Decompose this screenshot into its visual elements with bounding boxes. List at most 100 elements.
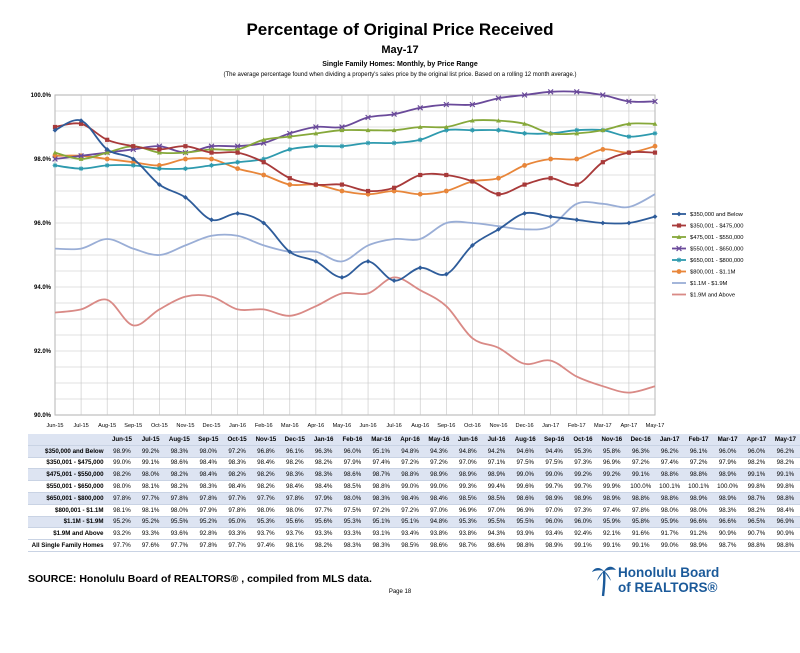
table-cell: 98.4% xyxy=(251,457,281,470)
table-column-header: Nov-15 xyxy=(251,434,281,446)
table-cell: 95.5% xyxy=(164,516,194,529)
data-point xyxy=(574,182,579,187)
data-point xyxy=(183,195,188,200)
table-cell: 98.3% xyxy=(193,480,223,493)
data-point xyxy=(522,182,527,187)
table-cell: 98.3% xyxy=(280,468,310,482)
data-point xyxy=(652,150,658,155)
table-column-header: Aug-15 xyxy=(164,434,194,446)
table-cell: 97.0% xyxy=(482,504,511,517)
table-cell: 100.1% xyxy=(684,480,714,493)
table-cell: 98.1% xyxy=(136,504,165,517)
table-cell: 95.9% xyxy=(655,516,685,529)
data-point xyxy=(183,150,188,155)
table-cell: 95.8% xyxy=(597,445,627,458)
table-cell: 98.1% xyxy=(280,539,310,552)
table-cell: 96.2% xyxy=(655,445,685,458)
table-row-label: $475,001 - $550,000 xyxy=(28,468,108,482)
table-cell: 93.3% xyxy=(338,527,367,541)
data-point xyxy=(600,220,606,226)
table-cell: 98.9% xyxy=(107,445,137,458)
table-cell: 90.9% xyxy=(713,527,743,541)
x-tick-label: Jun-16 xyxy=(359,423,376,429)
table-column-header: Aug-16 xyxy=(510,434,540,446)
data-point xyxy=(339,275,345,280)
table-cell: 97.1% xyxy=(482,457,511,470)
table-cell: 98.0% xyxy=(193,445,223,458)
table-cell: 94.8% xyxy=(453,445,483,458)
table-cell: 98.4% xyxy=(395,492,425,505)
data-point xyxy=(391,127,397,133)
table-cell: 95.5% xyxy=(482,516,511,529)
table-cell: 98.9% xyxy=(568,492,598,505)
table-row-label: $1.1M - $1.9M xyxy=(28,516,108,529)
table-cell: 98.4% xyxy=(309,480,339,493)
x-tick-label: Mar-16 xyxy=(281,423,299,429)
table-column-header: Jul-15 xyxy=(136,434,165,446)
table-column-header: Dec-15 xyxy=(280,434,310,446)
legend-marker xyxy=(676,211,682,217)
data-point xyxy=(78,156,84,161)
table-cell: 98.0% xyxy=(684,504,714,517)
data-point xyxy=(600,160,605,165)
table-cell: 98.9% xyxy=(424,468,454,482)
table-cell: 93.3% xyxy=(136,527,165,541)
data-point xyxy=(52,124,58,130)
data-point xyxy=(417,191,423,197)
table-cell: 91.7% xyxy=(655,527,685,541)
table-cell: 99.0% xyxy=(539,468,569,482)
table-cell: 98.0% xyxy=(655,504,685,517)
table-row: $550,001 - $650,000 98.0% 98.1% 98.2% 98.3% 9… xyxy=(28,480,800,493)
data-point xyxy=(287,176,292,181)
table-cell: 95.3% xyxy=(453,516,483,529)
table-cell: 97.8% xyxy=(164,492,194,505)
table-cell: 97.7% xyxy=(309,504,339,517)
table-cell: 96.6% xyxy=(684,516,714,529)
table-cell: 94.4% xyxy=(539,445,569,458)
x-tick-label: Feb-17 xyxy=(568,423,586,429)
table-cell: 99.0% xyxy=(655,539,685,552)
table-column-header: Jan-16 xyxy=(309,434,339,446)
x-tick-label: Jun-15 xyxy=(46,423,63,429)
data-point xyxy=(235,159,241,165)
table-cell: 97.8% xyxy=(626,504,656,517)
table-column-header: Apr-17 xyxy=(742,434,771,446)
table-row-label: All Single Family Homes xyxy=(28,539,108,552)
table-cell: 97.7% xyxy=(222,539,252,552)
data-point xyxy=(496,192,501,197)
data-point xyxy=(600,127,606,133)
table-cell: 95.3% xyxy=(251,516,281,529)
table-cell: 100.1% xyxy=(655,480,685,493)
table-cell: 98.4% xyxy=(222,480,252,493)
table-row: $650,001 - $800,000 97.8% 97.7% 97.8% 97.8% 9… xyxy=(28,492,800,505)
table-cell: 99.1% xyxy=(568,539,598,552)
table-cell: 97.5% xyxy=(510,457,540,470)
table-cell: 94.8% xyxy=(395,445,425,458)
data-point xyxy=(443,188,449,194)
table-cell: 93.8% xyxy=(424,527,454,541)
data-point xyxy=(496,118,501,123)
data-point xyxy=(235,211,241,216)
plot-area: 90.0% 92.0% 94.0% 96.0% 98.0% 100.0% Jun-15 Jul… xyxy=(31,88,744,429)
data-point xyxy=(418,172,423,178)
data-point xyxy=(105,137,110,142)
data-point xyxy=(339,188,345,194)
series-line xyxy=(54,276,656,394)
table-cell: 93.1% xyxy=(366,527,396,541)
line-chart: 90.0% 92.0% 94.0% 96.0% 98.0% 100.0% Jun-15 Jul… xyxy=(31,88,744,429)
x-tick-label: Oct-15 xyxy=(151,423,168,429)
data-point xyxy=(547,88,554,95)
data-point xyxy=(209,156,214,162)
table-cell: 96.0% xyxy=(742,445,771,458)
y-tick-label: 90.0% xyxy=(34,413,52,419)
table-row-label: $800,001 - $1.1M xyxy=(28,504,108,517)
table-cell: 98.0% xyxy=(338,492,367,505)
table-cell: 99.0% xyxy=(107,457,137,470)
table-cell: 97.4% xyxy=(251,539,281,552)
table-cell: 99.2% xyxy=(136,445,165,458)
data-point xyxy=(417,265,423,271)
table-cell: 99.0% xyxy=(424,480,454,493)
table-cell: 95.3% xyxy=(338,516,367,529)
data-point xyxy=(365,127,371,133)
table-cell: 92.1% xyxy=(597,527,627,541)
